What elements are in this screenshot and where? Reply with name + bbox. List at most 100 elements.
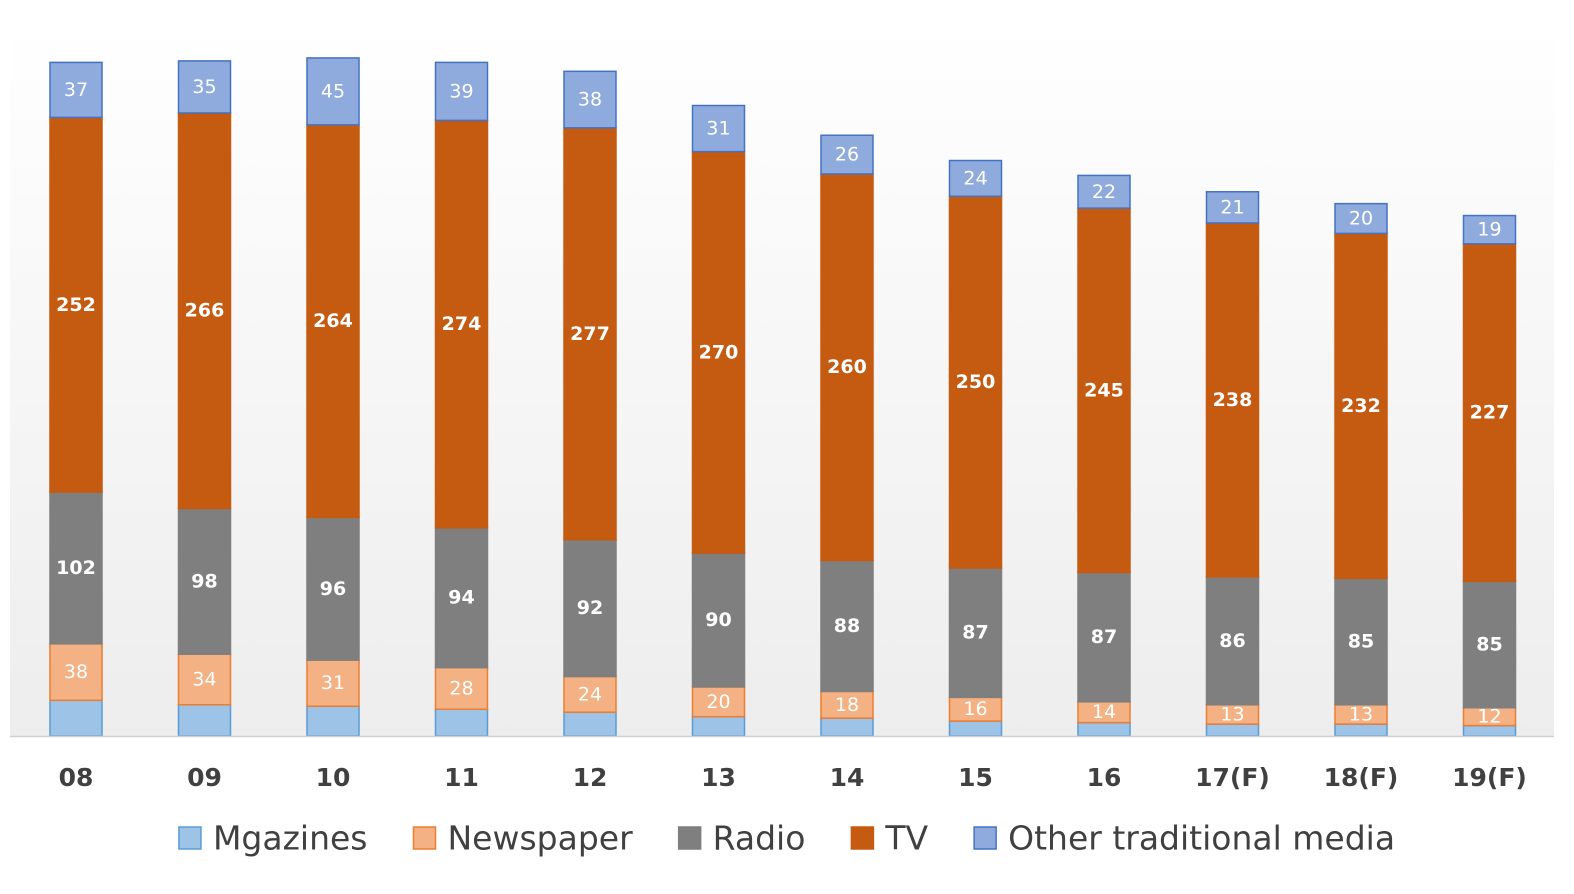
- data-label-newspaper-14: 18: [835, 694, 859, 716]
- data-label-other-traditional-media-19-f: 19: [1477, 219, 1501, 241]
- data-label-newspaper-11: 28: [449, 677, 473, 699]
- data-label-other-traditional-media-17-f: 21: [1220, 196, 1244, 218]
- data-label-newspaper-08: 38: [64, 661, 88, 683]
- bar-stack-19-f: 12 85 227 19: [1462, 214, 1517, 737]
- bar-radio-08: [49, 491, 103, 645]
- x-tick-label-09: 09: [187, 763, 222, 792]
- legend-swatch-mgazines: [178, 826, 202, 850]
- data-label-radio-11: 94: [448, 587, 474, 609]
- data-label-other-traditional-media-14: 26: [835, 144, 859, 166]
- bar-other-traditional-media-10: [306, 57, 360, 126]
- bar-radio-13: [691, 552, 746, 688]
- data-label-tv-14: 260: [827, 356, 867, 378]
- bar-stack-18-f: 13 85 232 20: [1334, 202, 1388, 737]
- bar-other-traditional-media-19-f: [1462, 214, 1517, 245]
- data-label-radio-09: 98: [191, 570, 217, 592]
- bar-radio-12: [563, 538, 617, 678]
- bar-radio-18-f: [1334, 577, 1388, 706]
- bar-tv-14: [820, 173, 874, 562]
- data-label-radio-18-f: 85: [1348, 631, 1374, 653]
- bar-mgazines-08: [49, 699, 103, 737]
- x-tick-label-16: 16: [1087, 763, 1122, 792]
- legend: Mgazines Newspaper Radio TV Other traditiona…: [178, 819, 1395, 858]
- data-label-tv-17-f: 238: [1213, 389, 1253, 411]
- data-label-newspaper-19-f: 12: [1477, 706, 1501, 728]
- data-label-tv-12: 277: [570, 323, 610, 345]
- bar-mgazines-12: [563, 711, 617, 737]
- bar-tv-09: [177, 112, 232, 510]
- data-label-tv-13: 270: [699, 341, 739, 363]
- legend-label-mgazines: Mgazines: [213, 819, 368, 858]
- data-label-tv-19-f: 227: [1470, 402, 1510, 424]
- data-label-other-traditional-media-10: 45: [321, 80, 345, 102]
- data-label-other-traditional-media-11: 39: [449, 80, 473, 102]
- legend-label-other-traditional-media: Other traditional media: [1008, 819, 1395, 858]
- bar-radio-15: [948, 567, 1003, 699]
- bar-radio-17-f: [1205, 576, 1260, 706]
- data-label-tv-18-f: 232: [1341, 395, 1381, 417]
- bar-stack-14: 18 88 260 26: [820, 134, 874, 737]
- data-label-tv-10: 264: [313, 310, 353, 332]
- bar-stack-17-f: 13 86 238 21: [1205, 191, 1260, 737]
- data-label-newspaper-15: 16: [963, 698, 987, 720]
- legend-swatch-newspaper: [412, 826, 437, 850]
- bar-other-traditional-media-14: [820, 134, 874, 175]
- legend-swatch-tv: [850, 826, 875, 850]
- data-label-other-traditional-media-16: 22: [1092, 181, 1116, 203]
- bar-tv-11: [434, 119, 489, 529]
- x-tick-label-12: 12: [573, 763, 608, 792]
- bar-tv-12: [563, 127, 617, 541]
- data-label-newspaper-16: 14: [1092, 701, 1116, 723]
- data-label-newspaper-12: 24: [578, 683, 602, 705]
- legend-item-tv: TV: [850, 819, 929, 858]
- x-tick-label-13: 13: [701, 763, 736, 792]
- x-tick-label-08: 08: [59, 763, 94, 792]
- bar-other-traditional-media-09: [177, 60, 232, 114]
- bar-other-traditional-media-17-f: [1205, 191, 1260, 224]
- bar-stack-11: 28 94 274 39: [434, 61, 489, 737]
- data-label-radio-17-f: 86: [1219, 630, 1245, 652]
- data-label-tv-16: 245: [1084, 379, 1124, 401]
- x-tick-label-14: 14: [830, 763, 865, 792]
- legend-item-mgazines: Mgazines: [178, 819, 368, 858]
- category-labels: 08 09 10 11 12 13 14 15 16 17(F) 18(F) 19(F): [59, 763, 1527, 792]
- bar-radio-09: [177, 507, 232, 655]
- bar-mgazines-18-f: [1334, 723, 1388, 737]
- x-tick-label-10: 10: [316, 763, 351, 792]
- data-label-tv-09: 266: [185, 300, 225, 322]
- x-tick-label-15: 15: [958, 763, 993, 792]
- bar-tv-15: [948, 195, 1003, 569]
- data-label-radio-19-f: 85: [1476, 634, 1502, 656]
- bars-layer: 38 102 252 37 34 98 266 35 31 96 264 45 28 94 274 39 24 9…: [49, 57, 1517, 737]
- legend-item-radio: Radio: [677, 819, 806, 858]
- bar-mgazines-10: [306, 705, 360, 737]
- bar-other-traditional-media-12: [563, 70, 617, 129]
- data-label-tv-15: 250: [956, 371, 996, 393]
- plot-background: [10, 20, 1554, 736]
- legend-item-newspaper: Newspaper: [412, 819, 633, 858]
- x-tick-label-19-f: 19(F): [1452, 763, 1527, 792]
- bar-other-traditional-media-18-f: [1334, 202, 1388, 235]
- data-label-radio-16: 87: [1091, 626, 1117, 648]
- bar-other-traditional-media-11: [434, 61, 489, 122]
- bar-mgazines-09: [177, 704, 232, 737]
- data-label-newspaper-09: 34: [192, 668, 216, 690]
- bar-mgazines-11: [434, 708, 489, 737]
- data-label-newspaper-10: 31: [321, 672, 345, 694]
- data-label-other-traditional-media-15: 24: [963, 167, 987, 189]
- bar-radio-11: [434, 527, 489, 669]
- bar-tv-18-f: [1334, 232, 1388, 580]
- data-label-tv-08: 252: [56, 294, 96, 316]
- data-label-newspaper-17-f: 13: [1220, 703, 1244, 725]
- bar-newspaper-08: [49, 643, 103, 702]
- legend-label-radio: Radio: [713, 819, 806, 858]
- legend-label-tv: TV: [884, 819, 928, 858]
- data-label-radio-14: 88: [834, 615, 860, 637]
- data-label-newspaper-13: 20: [706, 691, 730, 713]
- data-label-radio-15: 87: [962, 622, 988, 644]
- legend-item-other-traditional-media: Other traditional media: [973, 819, 1395, 858]
- bar-mgazines-16: [1077, 721, 1131, 737]
- data-label-radio-13: 90: [705, 609, 731, 631]
